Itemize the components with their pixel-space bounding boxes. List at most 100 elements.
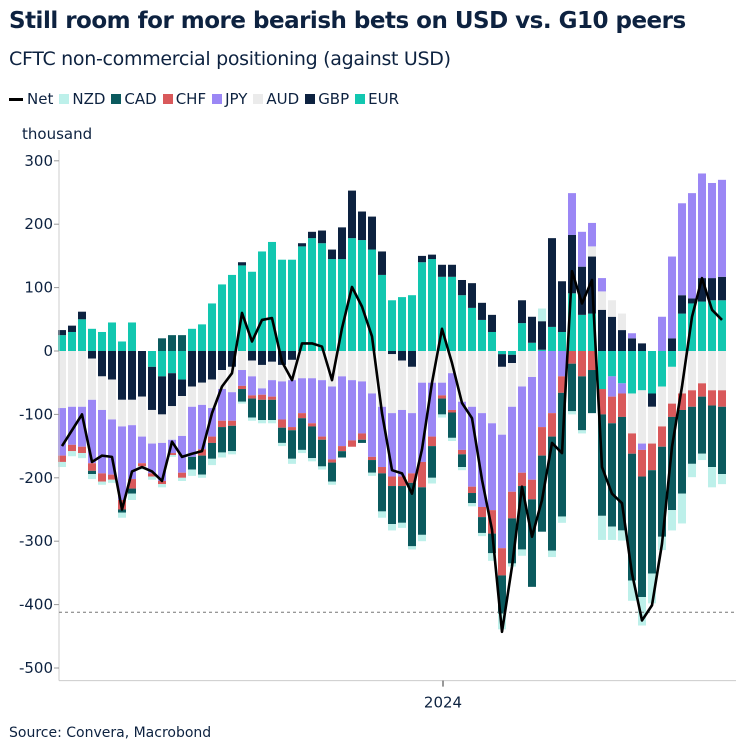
bar-eur: [188, 328, 196, 351]
bar-chf: [618, 393, 626, 417]
bar-nzd: [668, 510, 676, 531]
bar-aud: [278, 364, 286, 382]
bar-gbp: [228, 351, 236, 367]
bar-nzd: [328, 481, 336, 485]
bar-jpy: [298, 378, 306, 414]
bar-chf: [128, 479, 136, 489]
bar-cad: [558, 392, 566, 517]
bar-gbp: [718, 276, 726, 301]
bar-nzd: [638, 596, 646, 626]
bar-chf: [218, 420, 226, 428]
bar-cad: [318, 439, 326, 467]
bar-aud: [638, 390, 646, 444]
bar-cad: [718, 406, 726, 474]
bar-jpy: [358, 381, 366, 434]
bar-chf: [378, 467, 386, 474]
legend-label: GBP: [318, 90, 350, 108]
bar-jpy: [58, 408, 66, 456]
bar-eur: [538, 349, 546, 351]
bar-eur: [428, 259, 436, 351]
bar-jpy: [518, 386, 526, 473]
bar-cad: [158, 338, 166, 351]
bar-gbp: [318, 230, 326, 244]
bar-cad: [418, 487, 426, 535]
bar-nzd: [98, 481, 106, 485]
bar-chf: [368, 456, 376, 461]
bar-gbp: [698, 278, 706, 302]
bar-aud: [478, 351, 486, 414]
bar-jpy: [158, 442, 166, 481]
bar-chf: [268, 396, 276, 400]
legend-item-aud: AUD: [253, 90, 299, 108]
legend-line-icon: [9, 97, 23, 101]
bar-eur: [418, 262, 426, 351]
bar-aud: [308, 351, 316, 379]
bar-gbp: [238, 262, 246, 266]
bar-chf: [648, 443, 656, 471]
bar-eur: [548, 326, 556, 351]
bar-jpy: [228, 392, 236, 421]
bar-nzd: [678, 493, 686, 524]
bar-aud: [658, 386, 666, 427]
bar-chf: [158, 480, 166, 485]
bar-eur: [528, 342, 536, 351]
bar-nzd: [318, 466, 326, 470]
bar-chf: [298, 413, 306, 419]
bar-jpy: [528, 376, 536, 480]
bar-chf: [138, 463, 146, 467]
bar-nzd: [58, 461, 66, 468]
bar-eur: [308, 238, 316, 351]
bar-aud: [358, 351, 366, 382]
bar-gbp: [108, 351, 116, 380]
bar-chf: [78, 446, 86, 454]
bar-gbp: [248, 351, 256, 361]
bar-jpy: [288, 380, 296, 428]
bar-nzd: [598, 515, 606, 540]
bar-chf: [668, 403, 676, 417]
bar-chf: [638, 449, 646, 477]
bar-jpy: [458, 401, 466, 450]
bar-aud: [368, 351, 376, 394]
bar-gbp: [388, 351, 396, 355]
legend-item-cad: CAD: [111, 90, 157, 108]
bar-cad: [258, 399, 266, 421]
bar-chf: [408, 473, 416, 483]
bar-gbp: [148, 366, 156, 410]
legend-swatch-icon: [355, 94, 366, 104]
bar-aud: [698, 351, 706, 384]
bar-jpy: [98, 409, 106, 474]
chart-title: Still room for more bearish bets on USD …: [9, 8, 686, 34]
bar-aud: [248, 360, 256, 377]
bar-chf: [148, 473, 156, 477]
bar-jpy: [78, 406, 86, 447]
bar-eur: [218, 284, 226, 351]
y-tick-label: 300: [24, 152, 53, 170]
bar-jpy: [498, 434, 506, 549]
bar-chf: [588, 351, 596, 371]
bar-chf: [528, 479, 536, 500]
bar-aud: [648, 406, 656, 444]
bar-eur: [348, 238, 356, 351]
bar-cad: [448, 412, 456, 438]
bar-aud: [378, 351, 386, 407]
bar-nzd: [408, 546, 416, 550]
bar-chf: [508, 491, 516, 519]
bar-chf: [318, 436, 326, 440]
bar-cad: [678, 409, 686, 494]
bar-aud: [268, 361, 276, 381]
bar-chf: [88, 463, 96, 471]
bar-nzd: [438, 414, 446, 418]
bar-cad: [658, 446, 666, 537]
bar-nzd: [218, 452, 226, 458]
bar-jpy: [118, 426, 126, 500]
bar-aud: [208, 379, 216, 409]
bar-nzd: [148, 476, 156, 480]
bar-aud: [228, 366, 236, 393]
bar-cad: [218, 427, 226, 453]
bar-nzd: [298, 449, 306, 454]
bar-eur: [398, 297, 406, 351]
bar-gbp: [498, 354, 506, 367]
bar-nzd: [168, 454, 176, 457]
bar-aud: [148, 409, 156, 444]
bar-eur: [278, 259, 286, 351]
